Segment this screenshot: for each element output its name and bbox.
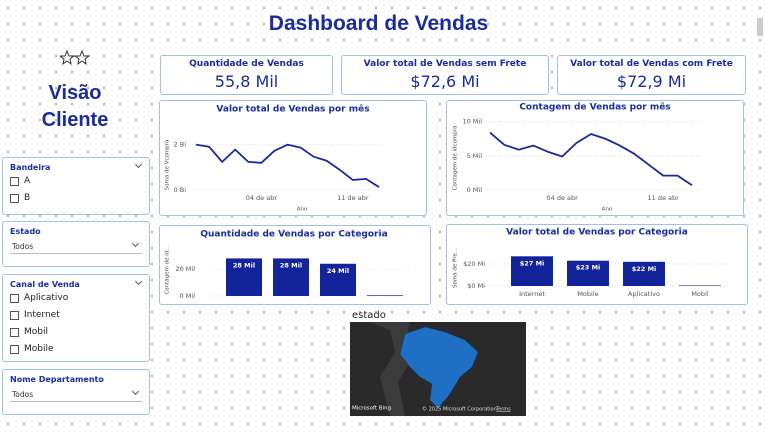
- filter-title: Bandeira: [10, 163, 51, 172]
- kpi-label: Quantidade de Vendas: [189, 59, 304, 69]
- option-label: Mobil: [24, 327, 48, 337]
- filter-card: Nome Departamento Todos: [2, 369, 150, 415]
- option-label: Mobile: [24, 344, 54, 354]
- checkbox[interactable]: [10, 311, 19, 320]
- sidebar-title: Visão Cliente: [41, 82, 109, 131]
- map-title: estado: [352, 310, 386, 321]
- chart-card: [446, 224, 748, 305]
- map[interactable]: Microsoft Bing © 2025 Microsoft Corporat…: [350, 322, 526, 416]
- dropdown-icon: [131, 387, 140, 396]
- kpi-value: 55,8 Mil: [214, 72, 279, 91]
- dropdown[interactable]: Todos: [10, 387, 142, 402]
- land: [370, 322, 410, 416]
- map-logo: Microsoft Bing: [352, 406, 391, 412]
- dropdown-value: Todos: [12, 242, 34, 251]
- checkbox[interactable]: [10, 345, 19, 354]
- kpi-value: $72,6 Mi: [410, 72, 480, 91]
- map-copyright: © 2025 Microsoft Corporation: [422, 406, 497, 413]
- map-terms[interactable]: Terms: [495, 407, 511, 413]
- option-label: B: [24, 193, 31, 203]
- chart-card: [159, 225, 431, 305]
- filter-card: Estado Todos: [2, 221, 150, 267]
- dropdown-value: Todos: [12, 390, 34, 399]
- filter-title: Nome Departamento: [10, 375, 104, 384]
- chart-card: [446, 100, 744, 216]
- option-label: Internet: [24, 310, 60, 320]
- kpi-label: Valor total de Vendas sem Frete: [363, 59, 527, 69]
- kpi-card: Quantidade de Vendas 55,8 Mil: [160, 55, 333, 95]
- checkbox[interactable]: [10, 328, 19, 337]
- collapse-icon[interactable]: [134, 277, 143, 286]
- filter-card: Bandeira A B: [2, 157, 150, 215]
- kpi-card: Valor total de Vendas sem Frete $72,6 Mi: [341, 55, 549, 95]
- dropdown-icon: [131, 239, 140, 248]
- filter-title: Canal de Venda: [10, 280, 80, 289]
- kpi-label: Valor total de Vendas com Frete: [570, 59, 733, 69]
- option-label: A: [24, 176, 31, 186]
- kpi-value: $72,9 Mi: [616, 72, 687, 91]
- option-label: Aplicativo: [24, 293, 69, 303]
- page-title: Dashboard de Vendas: [268, 12, 489, 35]
- chart-card: [159, 100, 427, 216]
- checkbox[interactable]: [10, 177, 19, 186]
- scrollbar[interactable]: [757, 18, 763, 36]
- collapse-icon[interactable]: [134, 160, 143, 169]
- checkbox[interactable]: [10, 194, 19, 203]
- dropdown[interactable]: Todos: [10, 239, 142, 254]
- brazil-region[interactable]: [399, 326, 479, 409]
- kpi-card: Valor total de Vendas com Frete $72,9 Mi: [557, 55, 746, 95]
- filter-title: Estado: [10, 227, 41, 236]
- checkbox[interactable]: [10, 294, 19, 303]
- filter-card: Canal de Venda Aplicativo Internet Mobil Mob…: [2, 274, 150, 362]
- stars-icon: [60, 50, 90, 66]
